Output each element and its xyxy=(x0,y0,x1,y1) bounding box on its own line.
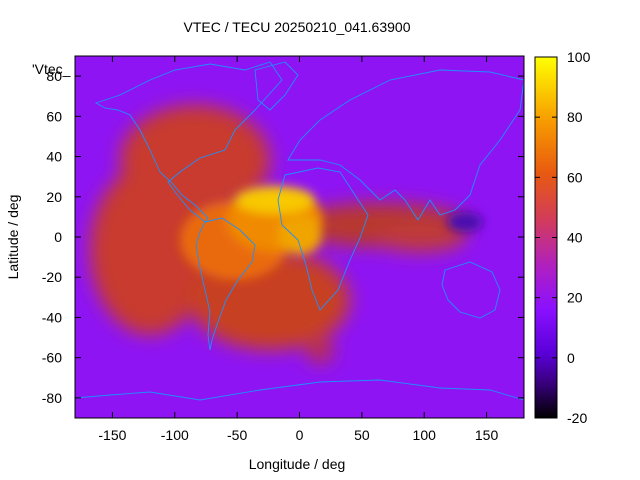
heatmap xyxy=(75,56,524,418)
y-tick-label: 20 xyxy=(46,189,62,205)
colorbar-tick-label: 20 xyxy=(567,290,583,306)
y-axis-ticks: -80 -60 -40 -20 0 20 40 60 80 xyxy=(42,68,524,406)
africa-coast xyxy=(277,167,369,311)
x-tick-label: 150 xyxy=(475,427,499,443)
south-polar-blob xyxy=(306,336,334,364)
south-america-coast xyxy=(195,217,256,351)
y-axis-label: Latitude / deg xyxy=(5,195,21,280)
y-tick-label: 40 xyxy=(46,149,62,165)
y-tick-label: 60 xyxy=(46,108,62,124)
africa-patch xyxy=(278,215,322,255)
eurasia-coast xyxy=(287,69,524,221)
coastlines xyxy=(75,61,524,401)
colorbar-tick-label: -20 xyxy=(567,410,587,426)
y-tick-label: -40 xyxy=(42,309,62,325)
chart-title: VTEC / TECU 20250210_041.63900 xyxy=(183,19,410,35)
north-america-coast xyxy=(94,61,283,223)
colorbar-tick-label: 100 xyxy=(567,49,591,65)
series-label: 'Vtec_ xyxy=(32,61,71,77)
indian-ocean-tongue xyxy=(375,224,465,252)
x-tick-label: 50 xyxy=(354,427,370,443)
x-tick-label: -100 xyxy=(161,427,189,443)
y-tick-label: 0 xyxy=(54,229,62,245)
x-tick-label: -150 xyxy=(98,427,126,443)
greenland-coast xyxy=(254,61,299,111)
x-tick-label: 100 xyxy=(413,427,437,443)
colorbar-tick-label: 60 xyxy=(567,169,583,185)
x-tick-label: -50 xyxy=(227,427,247,443)
north-america-region xyxy=(120,105,270,215)
y-tick-label: -80 xyxy=(42,390,62,406)
colorbar-ticks: -20 0 20 40 60 80 100 xyxy=(535,49,591,426)
x-axis-ticks: -150 -100 -50 0 50 100 150 xyxy=(98,56,498,443)
y-tick-label: -60 xyxy=(42,350,62,366)
y-tick-label: -20 xyxy=(42,269,62,285)
colorbar-tick-label: 40 xyxy=(567,230,583,246)
colorbar-tick-label: 80 xyxy=(567,109,583,125)
x-axis-label: Longitude / deg xyxy=(249,456,346,472)
y-tick-label: 80 xyxy=(46,68,62,84)
east-asia-dip xyxy=(447,212,483,232)
australia-coast xyxy=(441,261,501,319)
x-tick-label: 0 xyxy=(296,427,304,443)
antarctica-coast xyxy=(75,379,524,401)
anomaly-crest xyxy=(235,186,315,214)
colorbar-tick-label: 0 xyxy=(567,350,575,366)
